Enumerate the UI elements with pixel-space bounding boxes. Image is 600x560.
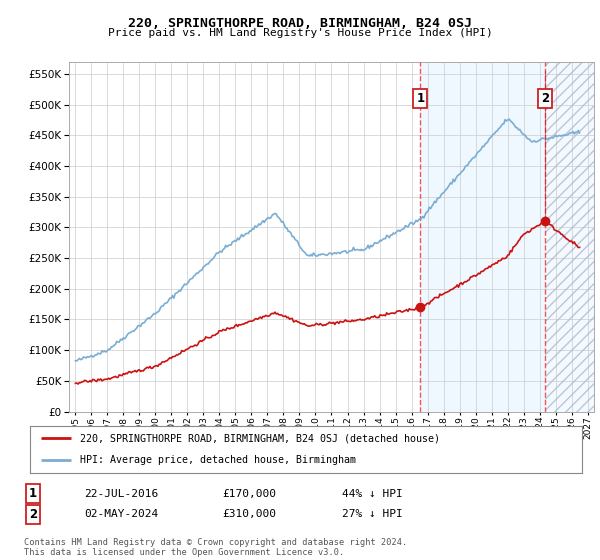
Text: Price paid vs. HM Land Registry's House Price Index (HPI): Price paid vs. HM Land Registry's House … — [107, 28, 493, 38]
Text: 02-MAY-2024: 02-MAY-2024 — [84, 509, 158, 519]
Bar — [421, 62, 545, 412]
Text: 2: 2 — [29, 507, 37, 521]
Text: Contains HM Land Registry data © Crown copyright and database right 2024.
This d: Contains HM Land Registry data © Crown c… — [24, 538, 407, 557]
Text: 1: 1 — [29, 487, 37, 501]
Bar — [545, 62, 594, 412]
Text: 27% ↓ HPI: 27% ↓ HPI — [342, 509, 403, 519]
Text: 44% ↓ HPI: 44% ↓ HPI — [342, 489, 403, 499]
Text: 220, SPRINGTHORPE ROAD, BIRMINGHAM, B24 0SJ (detached house): 220, SPRINGTHORPE ROAD, BIRMINGHAM, B24 … — [80, 433, 440, 444]
Bar — [545, 62, 594, 412]
Text: 22-JUL-2016: 22-JUL-2016 — [84, 489, 158, 499]
Text: £170,000: £170,000 — [222, 489, 276, 499]
Text: 2: 2 — [541, 92, 549, 105]
Text: £310,000: £310,000 — [222, 509, 276, 519]
Text: 1: 1 — [416, 92, 424, 105]
Text: HPI: Average price, detached house, Birmingham: HPI: Average price, detached house, Birm… — [80, 455, 356, 465]
Text: 220, SPRINGTHORPE ROAD, BIRMINGHAM, B24 0SJ: 220, SPRINGTHORPE ROAD, BIRMINGHAM, B24 … — [128, 17, 472, 30]
